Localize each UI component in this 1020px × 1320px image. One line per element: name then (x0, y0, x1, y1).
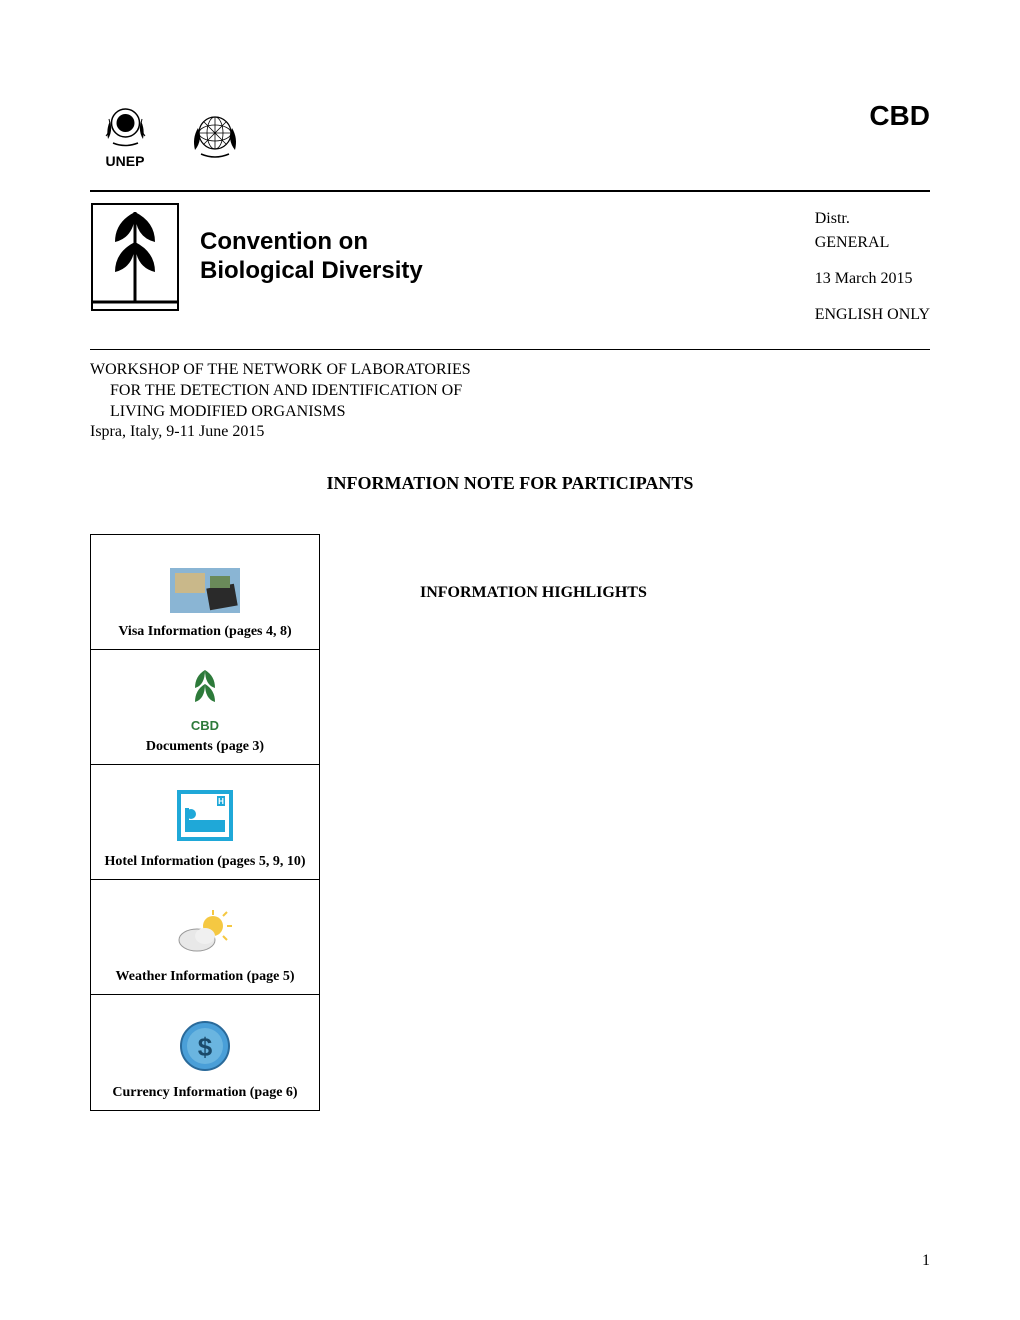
convention-left: Convention on Biological Diversity (90, 202, 423, 312)
un-wreath-icon (185, 108, 245, 163)
convention-text: Convention on Biological Diversity (200, 228, 423, 286)
distr-general: GENERAL (815, 234, 890, 251)
divider-line-2 (90, 349, 930, 350)
unep-wreath-icon (98, 101, 153, 151)
hotel-icon: H (175, 788, 235, 848)
svg-text:$: $ (197, 1032, 212, 1062)
currency-icon: $ (178, 1019, 233, 1079)
cbd-icon-label: CBD (183, 718, 228, 733)
highlights-title: INFORMATION HIGHLIGHTS (420, 584, 647, 1111)
workshop-title: WORKSHOP OF THE NETWORK OF LABORATORIES … (90, 360, 930, 443)
logos-container: UNEP (90, 100, 250, 170)
cbd-leaf-icon (90, 202, 180, 312)
distr-language: ENGLISH ONLY (815, 303, 930, 327)
unep-logo: UNEP (90, 100, 160, 170)
toc-documents-label: Documents (page 3) (146, 738, 264, 756)
visa-icon (170, 568, 240, 618)
header-row: UNEP CBD (90, 100, 930, 170)
toc-currency-label: Currency Information (page 6) (112, 1084, 297, 1102)
convention-row: Convention on Biological Diversity Distr… (90, 192, 930, 349)
toc-box: Visa Information (pages 4, 8) CBD Docume… (90, 534, 320, 1111)
workshop-line4: Ispra, Italy, 9-11 June 2015 (90, 422, 930, 443)
distr-date: 13 March 2015 (815, 267, 930, 291)
toc-cell-currency: $ Currency Information (page 6) (91, 995, 319, 1110)
toc-cell-documents: CBD Documents (page 3) (91, 650, 319, 765)
toc-cell-hotel: H Hotel Information (pages 5, 9, 10) (91, 765, 319, 880)
workshop-line2: FOR THE DETECTION AND IDENTIFICATION OF (90, 381, 930, 402)
toc-cell-visa: Visa Information (pages 4, 8) (91, 535, 319, 650)
toc-weather-label: Weather Information (page 5) (116, 968, 295, 986)
page-number: 1 (922, 1252, 930, 1270)
convention-line1: Convention on (200, 228, 423, 257)
toc-visa-label: Visa Information (pages 4, 8) (118, 623, 291, 641)
unep-label: UNEP (106, 153, 145, 169)
toc-cell-weather: Weather Information (page 5) (91, 880, 319, 995)
weather-icon (175, 908, 235, 963)
convention-line2: Biological Diversity (200, 257, 423, 286)
cbd-title: CBD (869, 100, 930, 132)
distr-label: Distr. (815, 210, 850, 227)
workshop-line3: LIVING MODIFIED ORGANISMS (90, 402, 930, 423)
svg-text:H: H (218, 797, 224, 806)
workshop-line1: WORKSHOP OF THE NETWORK OF LABORATORIES (90, 360, 930, 381)
un-logo (180, 100, 250, 170)
toc-hotel-label: Hotel Information (pages 5, 9, 10) (104, 853, 305, 871)
info-title: INFORMATION NOTE FOR PARTICIPANTS (90, 473, 930, 494)
distribution-info: Distr. GENERAL 13 March 2015 ENGLISH ONL… (815, 202, 930, 339)
documents-icon: CBD (183, 668, 228, 733)
content-row: Visa Information (pages 4, 8) CBD Docume… (90, 534, 930, 1111)
